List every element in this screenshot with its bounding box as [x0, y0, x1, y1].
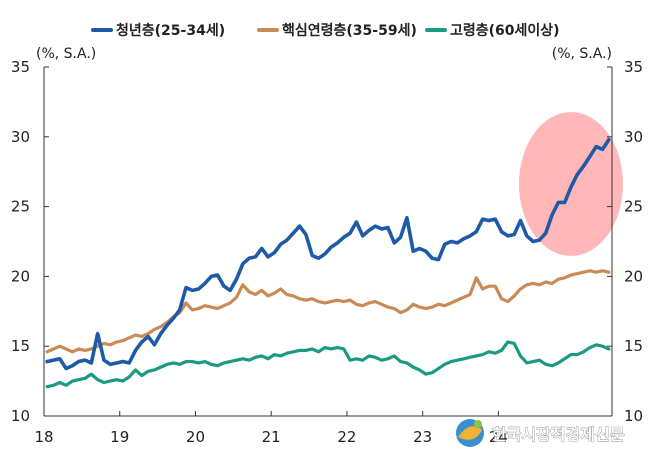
legend-label: 청년층(25-34세)	[116, 23, 225, 39]
x-tick-label: 22	[337, 428, 356, 446]
series-line-2	[45, 340, 611, 389]
watermark: 한국시장적경제신문	[456, 419, 625, 447]
series-layer	[45, 137, 611, 389]
y-tick-label-left: 25	[11, 198, 30, 216]
y-tick-label-right: 30	[624, 128, 643, 146]
axes: 10 10 15 15 20 20 25 25 30 30 35 35 18 19 20 21 22 23 24	[11, 58, 643, 446]
right-axis-unit: (%, S.A.)	[552, 46, 612, 62]
legend: 청년층(25-34세) 핵심연령층(35-59세) 고령층(60세이상)	[91, 22, 560, 39]
y-tick-label-right: 20	[624, 267, 643, 285]
legend-label: 고령층(60세이상)	[450, 22, 560, 39]
y-tick-label-right: 25	[624, 198, 643, 216]
x-tick-label: 20	[186, 428, 205, 446]
y-tick-label-right: 10	[624, 407, 643, 425]
x-tick-label: 24	[489, 428, 508, 446]
x-tick-label: 23	[413, 428, 432, 446]
globe-logo-icon	[456, 419, 484, 447]
y-tick-label-left: 15	[11, 337, 30, 355]
x-tick-label: 19	[110, 428, 129, 446]
series-line-1	[45, 269, 611, 354]
y-tick-label-left: 30	[11, 128, 30, 146]
y-tick-label-left: 35	[11, 58, 30, 76]
legend-label: 핵심연령층(35-59세)	[282, 23, 417, 39]
y-tick-label-right: 35	[624, 58, 643, 76]
y-tick-label-right: 15	[624, 337, 643, 355]
x-tick-label: 18	[34, 428, 53, 446]
series-line-0	[45, 137, 611, 371]
watermark-text: 한국시장적경제신문	[492, 425, 625, 444]
left-axis-unit: (%, S.A.)	[36, 46, 96, 62]
y-tick-label-left: 10	[11, 407, 30, 425]
y-tick-label-left: 20	[11, 267, 30, 285]
x-tick-label: 21	[262, 428, 281, 446]
